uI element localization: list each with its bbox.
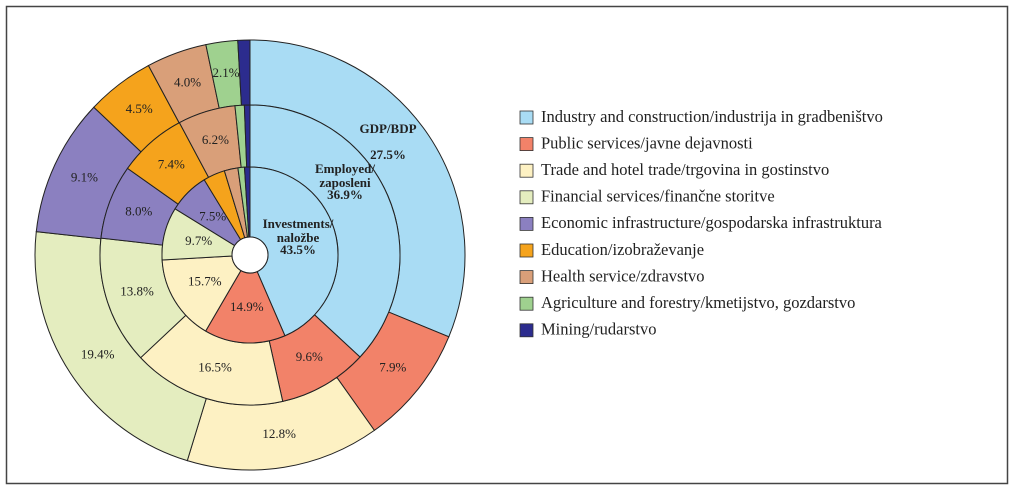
legend-swatch [519, 137, 534, 152]
industry-value-label: 43.5% [280, 242, 316, 257]
value-label: 7.5% [199, 208, 226, 223]
hole [231, 236, 269, 274]
legend-label: Trade and hotel trade/trgovina in gostin… [541, 160, 829, 179]
legend-label: Economic infrastructure/gospodarska infr… [541, 213, 883, 232]
legend-swatch [519, 270, 534, 285]
value-label: 19.4% [81, 346, 115, 361]
legend-swatch [519, 110, 534, 125]
value-label: 4.0% [174, 75, 201, 90]
legend-swatch [519, 163, 534, 178]
value-label: 7.9% [379, 360, 406, 375]
legend-label: Education/izobraževanje [541, 240, 704, 259]
legend-label: Health service/zdravstvo [541, 266, 705, 285]
legend-swatch [519, 323, 534, 338]
legend-swatch [519, 190, 534, 205]
legend-label: Public services/javne dejavnosti [541, 133, 753, 152]
value-label: 12.8% [262, 426, 296, 441]
ring-name: GDP/BDP [359, 121, 417, 136]
legend-label: Industry and construction/industrija in … [541, 107, 883, 126]
industry-value-label: 36.9% [327, 187, 363, 202]
industry-value-label: 27.5% [370, 147, 406, 162]
value-label: 9.1% [71, 169, 98, 184]
legend-swatch [519, 296, 534, 311]
ring-name: Investments/ naložbe [262, 216, 334, 245]
value-label: 9.7% [185, 233, 212, 248]
legend-label: Mining/rudarstvo [541, 320, 657, 339]
value-label: 14.9% [230, 299, 264, 314]
legend-swatch [519, 243, 534, 258]
legend-label: Financial services/finančne storitve [541, 187, 775, 206]
value-label: 9.6% [296, 349, 323, 364]
value-label: 6.2% [202, 132, 229, 147]
value-label: 16.5% [198, 360, 232, 375]
legend-swatch [519, 216, 534, 231]
value-label: 13.8% [120, 283, 154, 298]
legend-label: Agriculture and forestry/kmetijstvo, goz… [541, 293, 855, 312]
value-label: 15.7% [188, 274, 222, 289]
value-label: 7.4% [158, 157, 185, 172]
value-label: 4.5% [126, 101, 153, 116]
ring-name: Employed/ zaposleni [315, 161, 375, 190]
value-label: 2.1% [212, 65, 239, 80]
value-label: 8.0% [125, 204, 152, 219]
